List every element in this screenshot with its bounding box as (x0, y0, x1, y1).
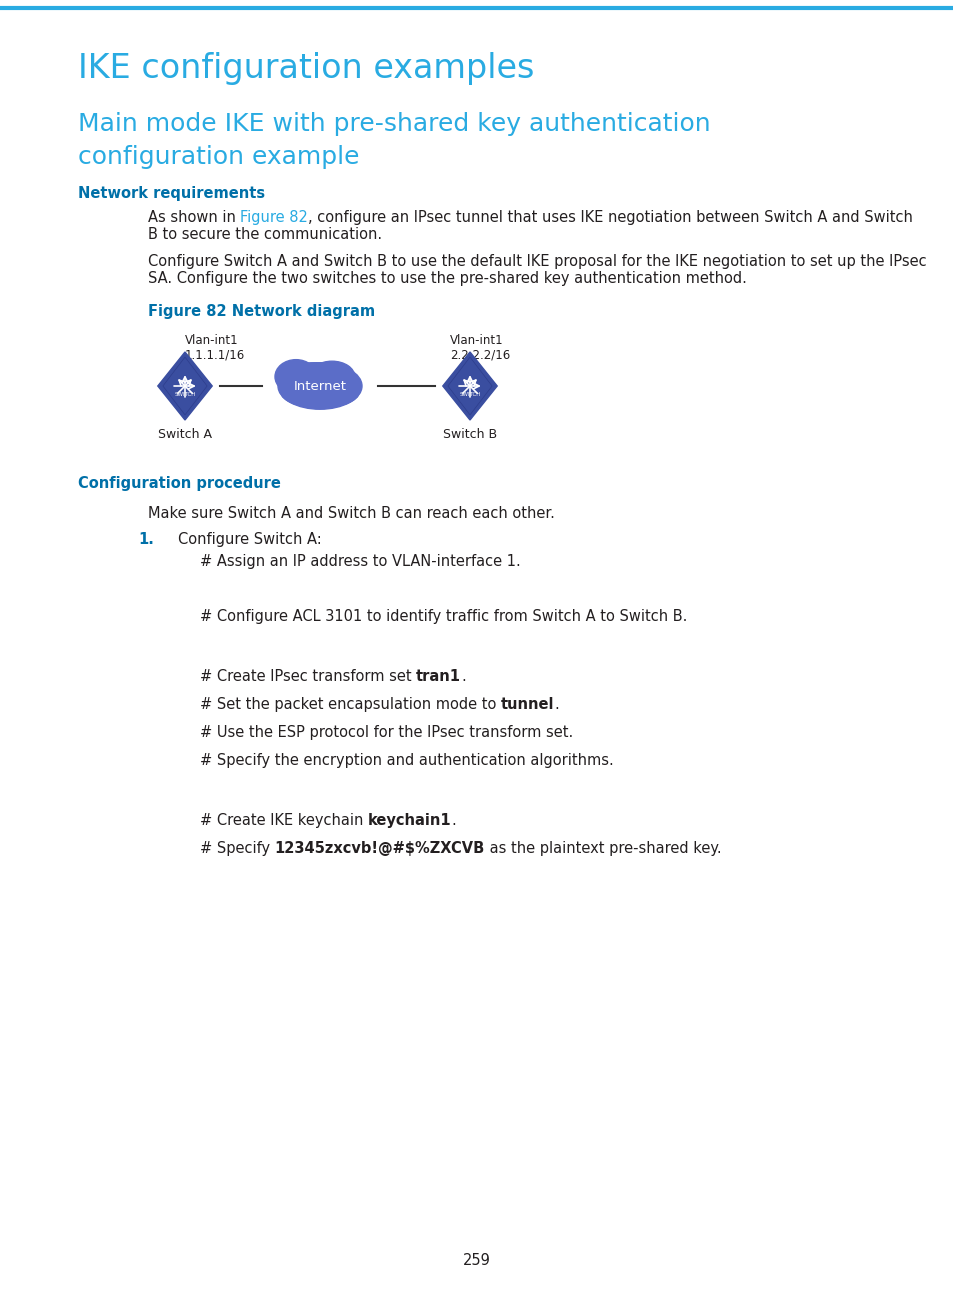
Text: tran1: tran1 (416, 669, 460, 684)
Text: Vlan-int1: Vlan-int1 (185, 334, 238, 347)
Text: as the plaintext pre-shared key.: as the plaintext pre-shared key. (484, 841, 720, 855)
Polygon shape (157, 353, 212, 420)
Text: Figure 82: Figure 82 (240, 210, 308, 226)
Ellipse shape (323, 375, 359, 403)
Text: keychain1: keychain1 (368, 813, 451, 828)
Text: IKE configuration examples: IKE configuration examples (78, 52, 534, 86)
Ellipse shape (281, 363, 347, 390)
Ellipse shape (281, 377, 358, 408)
Text: Main mode IKE with pre-shared key authentication: Main mode IKE with pre-shared key authen… (78, 111, 710, 136)
Text: # Use the ESP protocol for the IPsec transform set.: # Use the ESP protocol for the IPsec tra… (200, 724, 573, 740)
Text: .: . (460, 669, 465, 684)
Ellipse shape (277, 363, 361, 410)
Text: Switch A: Switch A (158, 428, 212, 441)
Text: 1.1.1.1/16: 1.1.1.1/16 (185, 349, 245, 362)
Text: Vlan-int1: Vlan-int1 (450, 334, 503, 347)
Text: configuration example: configuration example (78, 145, 359, 168)
Polygon shape (442, 353, 497, 420)
Text: # Configure ACL 3101 to identify traffic from Switch A to Switch B.: # Configure ACL 3101 to identify traffic… (200, 609, 687, 623)
Text: Configure Switch A:: Configure Switch A: (178, 531, 321, 547)
Text: As shown in: As shown in (148, 210, 240, 226)
Text: Make sure Switch A and Switch B can reach each other.: Make sure Switch A and Switch B can reac… (148, 505, 555, 521)
Text: 12345zxcvb!@#$%ZXCVB: 12345zxcvb!@#$%ZXCVB (274, 841, 484, 855)
Text: 259: 259 (462, 1253, 491, 1267)
Text: Switch B: Switch B (442, 428, 497, 441)
Text: SWITCH: SWITCH (458, 391, 480, 397)
Text: Internet: Internet (294, 380, 346, 393)
Text: Configuration procedure: Configuration procedure (78, 476, 280, 491)
Text: , configure an IPsec tunnel that uses IKE negotiation between Switch A and Switc: , configure an IPsec tunnel that uses IK… (308, 210, 912, 226)
Text: 1.: 1. (138, 531, 153, 547)
Text: .: . (554, 697, 558, 712)
Text: .: . (451, 813, 456, 828)
Ellipse shape (280, 375, 316, 403)
Text: SWITCH: SWITCH (174, 391, 195, 397)
Text: B to secure the communication.: B to secure the communication. (148, 227, 382, 242)
Text: Figure 82 Network diagram: Figure 82 Network diagram (148, 305, 375, 319)
Ellipse shape (309, 362, 355, 393)
Text: # Specify: # Specify (200, 841, 274, 855)
Text: tunnel: tunnel (500, 697, 554, 712)
Text: # Create IKE keychain: # Create IKE keychain (200, 813, 368, 828)
Text: # Set the packet encapsulation mode to: # Set the packet encapsulation mode to (200, 697, 500, 712)
Text: # Specify the encryption and authentication algorithms.: # Specify the encryption and authenticat… (200, 753, 613, 769)
Text: # Assign an IP address to VLAN-interface 1.: # Assign an IP address to VLAN-interface… (200, 553, 520, 569)
Text: SA. Configure the two switches to use the pre-shared key authentication method.: SA. Configure the two switches to use th… (148, 271, 746, 286)
Text: # Create IPsec transform set: # Create IPsec transform set (200, 669, 416, 684)
Text: 2.2.2.2/16: 2.2.2.2/16 (450, 349, 510, 362)
Text: Network requirements: Network requirements (78, 187, 265, 201)
Ellipse shape (274, 360, 316, 394)
Text: Configure Switch A and Switch B to use the default IKE proposal for the IKE nego: Configure Switch A and Switch B to use t… (148, 254, 925, 270)
